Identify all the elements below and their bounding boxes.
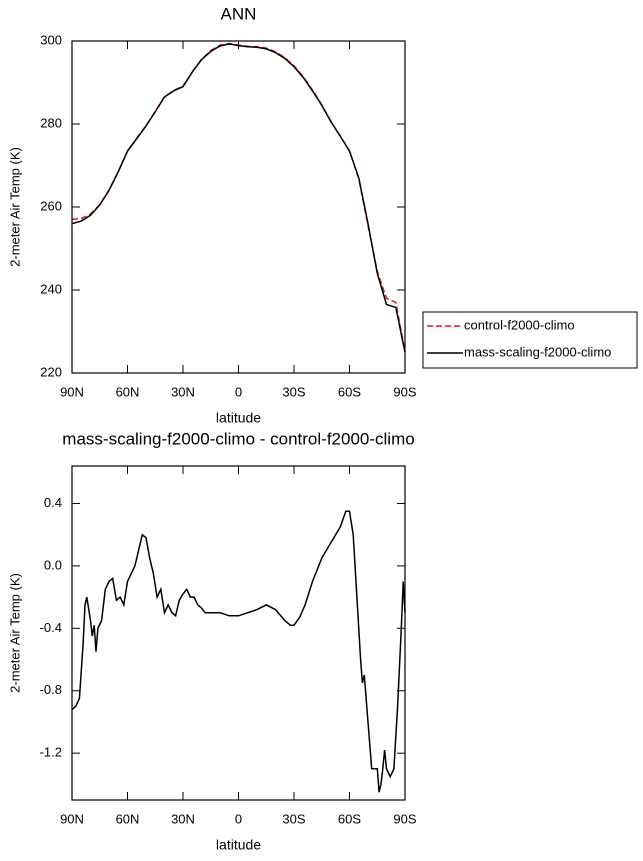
x-tick-label: 60N	[116, 384, 140, 399]
y-tick-label: 300	[40, 32, 62, 47]
x-tick-label: 90N	[60, 384, 84, 399]
y-tick-label: -0.8	[40, 682, 62, 697]
y-tick-label: 0.4	[44, 495, 62, 510]
x-tick-label: 0	[235, 384, 242, 399]
legend-label: mass-scaling-f2000-climo	[464, 344, 611, 359]
y-tick-label: 260	[40, 198, 62, 213]
y-tick-label: -0.4	[40, 620, 62, 635]
series-line	[71, 43, 406, 353]
x-tick-label: 90S	[393, 811, 416, 826]
x-tick-label: 60N	[116, 811, 140, 826]
x-axis-label: latitude	[216, 837, 261, 853]
y-tick-label: 280	[40, 115, 62, 130]
x-tick-label: 30S	[282, 384, 305, 399]
y-axis-label: 2-meter Air Temp (K)	[7, 573, 22, 693]
y-axis-label: 2-meter Air Temp (K)	[7, 147, 22, 267]
x-tick-label: 90N	[60, 811, 84, 826]
x-tick-label: 60S	[338, 811, 361, 826]
series-line	[71, 42, 406, 352]
legend-label: control-f2000-climo	[464, 317, 575, 332]
plot-frame	[71, 465, 406, 801]
x-tick-label: 30N	[171, 384, 195, 399]
legend-box	[422, 311, 638, 369]
y-tick-label: 240	[40, 281, 62, 296]
plot-frame	[71, 40, 406, 374]
y-tick-label: 0.0	[44, 557, 62, 572]
x-tick-label: 30S	[282, 811, 305, 826]
y-tick-label: -1.2	[40, 745, 62, 760]
x-tick-label: 60S	[338, 384, 361, 399]
chart-title: mass-scaling-f2000-climo - control-f2000…	[62, 429, 414, 448]
x-tick-label: 30N	[171, 811, 195, 826]
x-tick-label: 0	[235, 811, 242, 826]
y-tick-label: 220	[40, 364, 62, 379]
chart-title: ANN	[221, 4, 257, 23]
x-tick-label: 90S	[393, 384, 416, 399]
series-line	[71, 510, 406, 793]
x-axis-label: latitude	[216, 410, 261, 426]
